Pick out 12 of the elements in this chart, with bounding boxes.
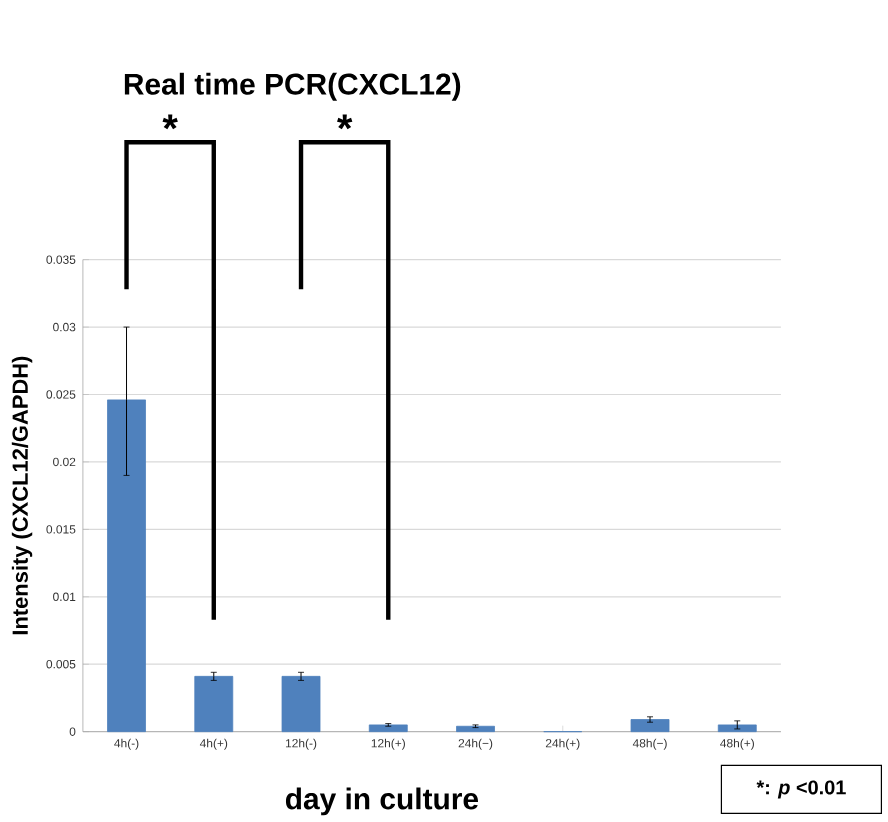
bar — [456, 725, 495, 733]
chart-title: Real time PCR(CXCL12) — [124, 72, 461, 101]
text: *: p <0.01 — [756, 780, 846, 799]
y-axis-title: Intensity (CXCL12/GAPDH) — [11, 356, 33, 635]
bar — [630, 719, 670, 733]
bar — [368, 724, 408, 733]
bar — [194, 675, 234, 733]
bar — [281, 675, 321, 733]
text: * — [337, 114, 353, 130]
bar — [717, 724, 757, 733]
text: * — [162, 114, 178, 130]
x-axis-title: day in culture — [285, 787, 479, 816]
